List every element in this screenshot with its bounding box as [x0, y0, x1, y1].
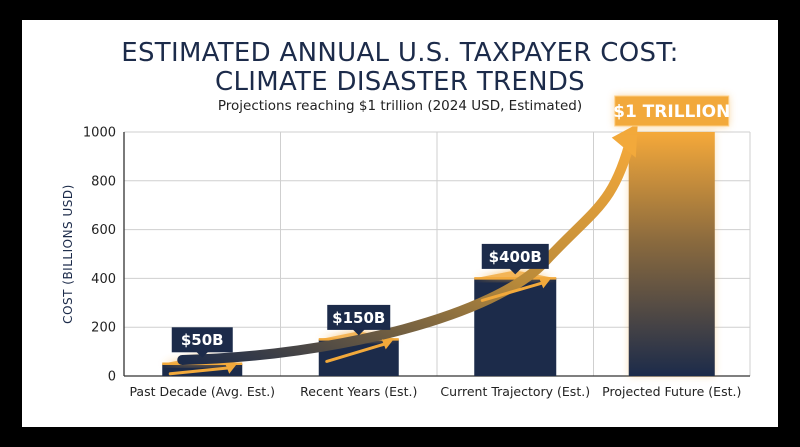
y-tick-label: 1000	[83, 126, 116, 141]
bar-accent-arrow	[325, 341, 389, 363]
bar-accent-arrow	[168, 366, 232, 376]
data-label-box	[481, 243, 549, 269]
bar	[628, 132, 715, 376]
x-tick-label: Current Trajectory (Est.)	[440, 384, 590, 399]
bar-accent-arrowhead	[225, 363, 237, 374]
data-label-box	[171, 327, 233, 353]
data-label-pointer	[352, 329, 365, 336]
data-label: $50B	[181, 331, 224, 349]
bar-accent-arrowhead	[381, 339, 393, 350]
x-tick-label: Recent Years (Est.)	[300, 384, 417, 399]
data-label-box	[327, 304, 391, 330]
bars	[162, 132, 715, 376]
y-axis-label: COST (BILLIONS USD)	[61, 184, 75, 324]
y-tick-label: 200	[91, 321, 116, 336]
trend-arrow-head	[611, 123, 638, 158]
chart-title-line-1: ESTIMATED ANNUAL U.S. TAXPAYER COST:	[121, 38, 679, 68]
data-label-pointer	[196, 351, 209, 358]
trend-arrow	[168, 123, 638, 376]
bar-accent-arrowhead	[539, 278, 551, 289]
data-label: $150B	[332, 309, 385, 327]
data-label-pointer	[509, 268, 522, 275]
y-tick-label: 800	[91, 174, 116, 189]
y-tick-label: 400	[91, 272, 116, 287]
y-tick-label: 0	[108, 370, 116, 385]
chart-title-line-2: CLIMATE DISASTER TRENDS	[215, 67, 585, 97]
grid	[124, 131, 751, 377]
y-tick-label: 600	[91, 223, 116, 238]
data-label: $400B	[489, 248, 542, 266]
x-tick-label: Past Decade (Avg. Est.)	[129, 384, 275, 399]
x-tick-label: Projected Future (Est.)	[602, 384, 741, 399]
data-labels: $50B $150B $400B $1 TRILLION	[171, 95, 730, 358]
bar-accent-arrow	[480, 280, 546, 302]
trend-arrow-shaft	[177, 130, 637, 365]
data-label-box	[614, 95, 730, 127]
data-label: $1 TRILLION	[613, 102, 730, 122]
bar	[474, 278, 557, 376]
chart-subtitle: Projections reaching $1 trillion (2024 U…	[217, 98, 583, 114]
